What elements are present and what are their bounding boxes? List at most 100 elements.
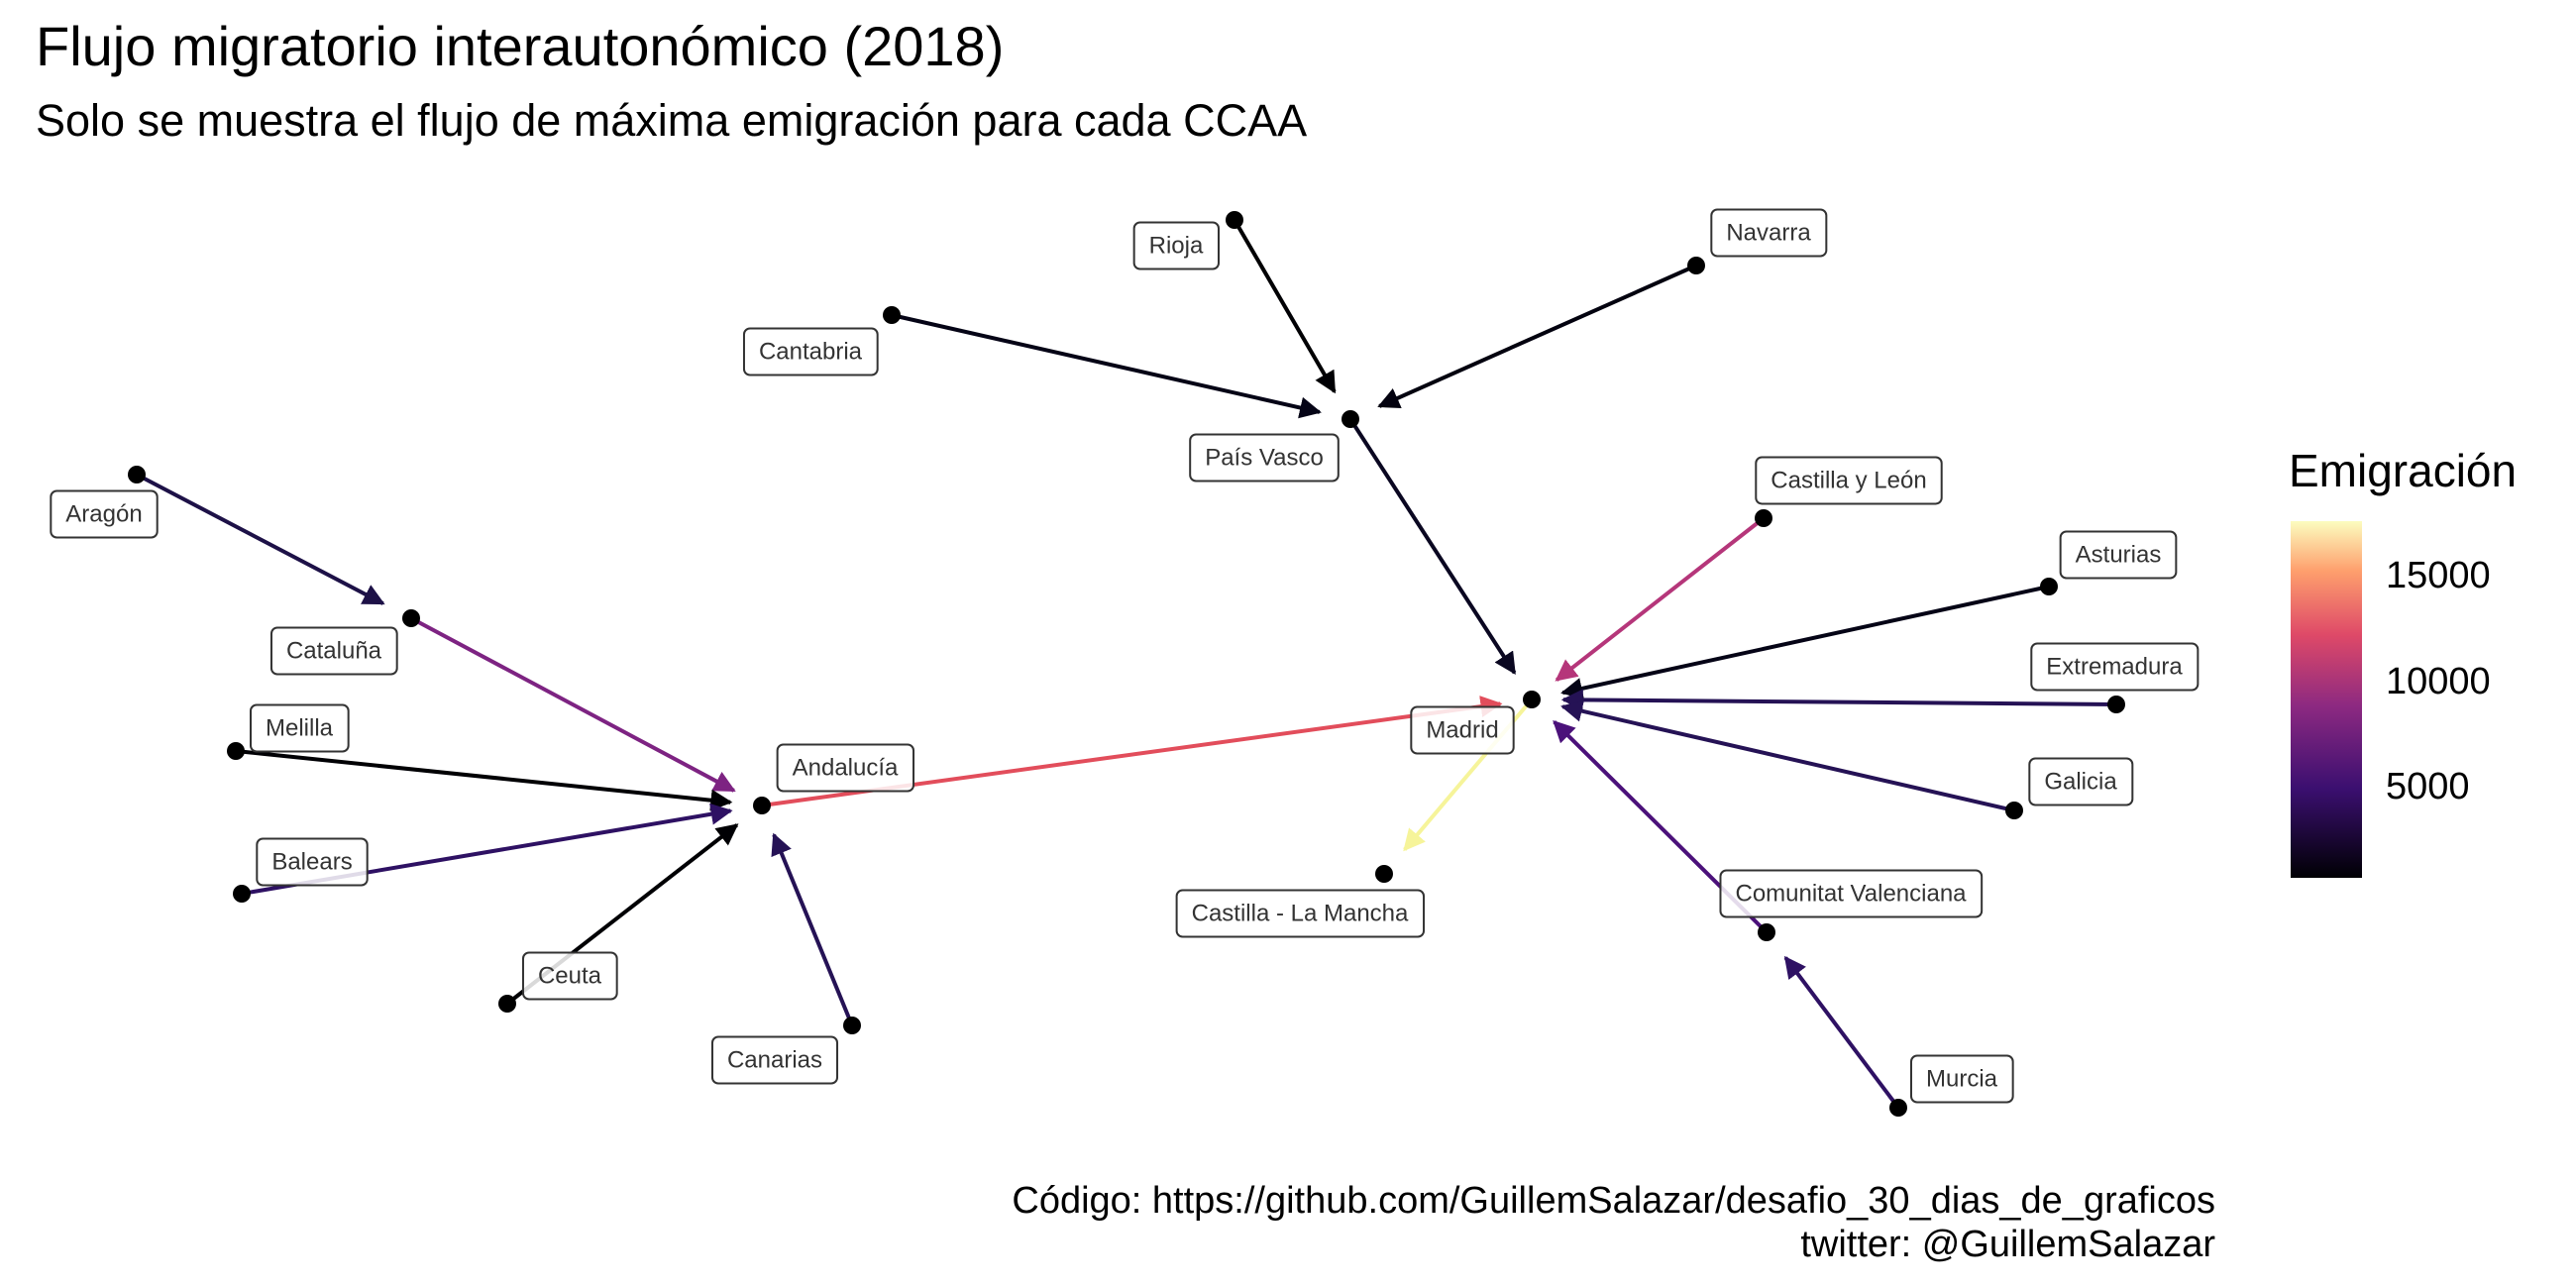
node-point-navarra <box>1687 257 1705 274</box>
node-label-text: Balears <box>271 849 352 876</box>
node-label-text: Navarra <box>1726 220 1811 247</box>
node-label-text: Comunitat Valenciana <box>1735 881 1967 908</box>
labels-layer: Rioja Navarra Cantabria País Vasco Aragón Cat… <box>50 208 2200 1104</box>
legend-label-10000: 10000 <box>2386 661 2491 702</box>
flow-edge-cantabria-to-pais-vasco <box>891 313 1322 419</box>
node-point-baleares <box>233 885 251 903</box>
node-label-andalucia: Andalucía <box>776 743 915 793</box>
legend-tick-mark <box>2362 575 2376 577</box>
caption-code-url: Código: https://github.com/GuillemSalaza… <box>1012 1180 2215 1222</box>
node-label-text: Andalucía <box>793 755 899 782</box>
node-point-canarias <box>843 1017 861 1034</box>
legend-tick-mark <box>2362 682 2376 684</box>
legend-label-5000: 5000 <box>2386 766 2470 807</box>
node-label-box <box>1710 208 1828 258</box>
node-label-box <box>1132 221 1220 270</box>
node-label-box <box>776 743 915 793</box>
node-label-box <box>1719 869 1984 918</box>
node-point-andalucia <box>753 797 771 814</box>
node-label-murcia: Murcia <box>1909 1054 2014 1104</box>
node-point-melilla <box>227 742 245 760</box>
node-label-box <box>2059 530 2178 580</box>
flow-edge-murcia-to-comunitat-valenciana <box>1783 955 1900 1110</box>
node-point-extremadura <box>2107 696 2125 713</box>
node-point-comunitat-valenciana <box>1758 923 1775 941</box>
flow-edge-extremadura-to-madrid <box>1560 689 2117 711</box>
node-label-box <box>710 1035 839 1085</box>
node-point-pais-vasco <box>1342 410 1359 428</box>
legend-label-15000: 15000 <box>2386 555 2491 596</box>
node-point-rioja <box>1226 211 1243 229</box>
caption-twitter: twitter: @GuillemSalazar <box>1800 1224 2215 1265</box>
caption: Código: https://github.com/GuillemSalaza… <box>1012 1179 2215 1266</box>
node-label-castilla-leon: Castilla y León <box>1755 456 1943 505</box>
node-label-aragon: Aragón <box>50 489 159 539</box>
node-point-cantabria <box>883 306 901 324</box>
node-label-comunitat-valenciana: Comunitat Valenciana <box>1719 869 1984 918</box>
flow-edge-melilla-to-andalucia <box>235 749 733 811</box>
node-label-text: Castilla y León <box>1771 468 1926 494</box>
node-label-text: Melilla <box>266 715 334 742</box>
node-label-navarra: Navarra <box>1710 208 1828 258</box>
flow-edge-canarias-to-andalucia <box>771 832 854 1026</box>
flow-edge-navarra-to-pais-vasco <box>1377 264 1697 409</box>
node-point-castilla-la-mancha <box>1375 865 1393 883</box>
node-label-box <box>1755 456 1943 505</box>
node-label-box <box>256 837 369 887</box>
chart-title: Flujo migratorio interautonómico (2018) <box>36 15 1005 77</box>
node-label-text: Extremadura <box>2046 654 2183 681</box>
node-label-text: Cantabria <box>759 339 863 366</box>
node-label-text: Rioja <box>1149 233 1204 260</box>
node-label-box <box>249 703 350 753</box>
node-label-cataluna: Cataluña <box>269 626 398 676</box>
node-label-box <box>2030 642 2200 692</box>
node-label-box <box>521 951 618 1001</box>
node-label-rioja: Rioja <box>1132 221 1220 270</box>
node-label-castilla-la-mancha: Castilla - La Mancha <box>1175 889 1426 938</box>
flow-edge-castilla-leon-to-madrid <box>1555 516 1766 682</box>
node-label-madrid: Madrid <box>1410 705 1515 755</box>
node-label-canarias: Canarias <box>710 1035 839 1085</box>
node-label-galicia: Galicia <box>2028 757 2134 806</box>
node-point-aragon <box>128 466 146 483</box>
node-point-cataluna <box>402 609 420 627</box>
edges-layer <box>136 218 2117 1110</box>
node-label-text: Ceuta <box>538 963 602 990</box>
node-point-madrid <box>1523 691 1541 708</box>
node-label-text: Castilla - La Mancha <box>1192 901 1409 927</box>
node-label-box <box>742 327 879 376</box>
node-label-box <box>269 626 398 676</box>
node-label-text: Murcia <box>1926 1066 1998 1093</box>
flow-edge-rioja-to-pais-vasco <box>1233 218 1337 394</box>
node-point-castilla-leon <box>1755 509 1772 527</box>
node-label-ceuta: Ceuta <box>521 951 618 1001</box>
node-label-text: Aragón <box>65 501 142 528</box>
node-label-box <box>1909 1054 2014 1104</box>
flow-edge-pais-vasco-to-madrid <box>1348 417 1517 675</box>
node-label-pais-vasco: País Vasco <box>1189 433 1340 483</box>
flow-edge-asturias-to-madrid <box>1560 585 2050 699</box>
node-point-galicia <box>2005 802 2023 819</box>
node-label-baleares: Balears <box>256 837 369 887</box>
node-label-box <box>50 489 159 539</box>
legend-title: Emigración <box>2289 445 2518 496</box>
flow-edge-galicia-to-madrid <box>1560 699 2015 812</box>
node-label-box <box>1189 433 1340 483</box>
node-label-text: Galicia <box>2044 769 2117 796</box>
legend-tick-mark <box>2362 787 2376 789</box>
chart-subtitle: Solo se muestra el flujo de máxima emigr… <box>36 95 1308 146</box>
node-point-murcia <box>1889 1099 1907 1117</box>
points-layer <box>128 211 2125 1117</box>
node-label-melilla: Melilla <box>249 703 350 753</box>
node-label-text: País Vasco <box>1205 445 1324 472</box>
node-label-cantabria: Cantabria <box>742 327 879 376</box>
node-label-extremadura: Extremadura <box>2030 642 2200 692</box>
node-label-box <box>1175 889 1426 938</box>
node-label-box <box>1410 705 1515 755</box>
node-point-ceuta <box>498 995 516 1013</box>
node-point-asturias <box>2040 578 2058 595</box>
node-label-box <box>2028 757 2134 806</box>
node-label-text: Madrid <box>1426 717 1498 744</box>
node-label-text: Asturias <box>2076 542 2162 569</box>
